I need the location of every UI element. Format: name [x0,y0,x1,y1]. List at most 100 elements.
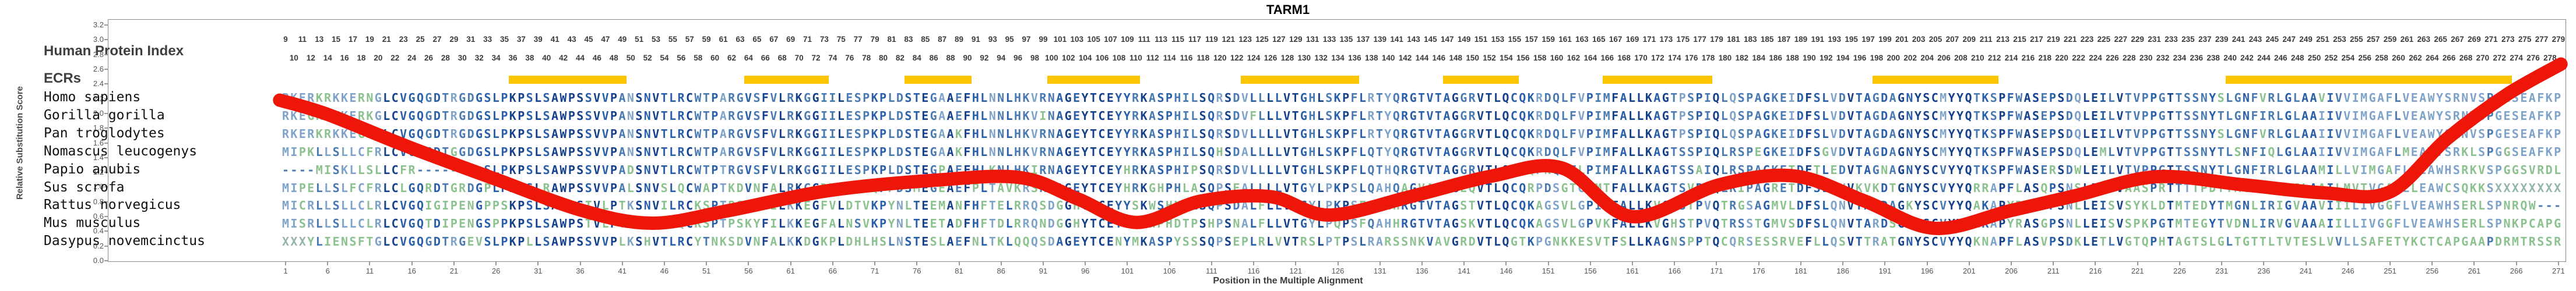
residue: P [1586,198,1593,213]
residue: L [1628,162,1635,177]
residue: F [2007,126,2014,141]
residue: I [1704,162,1711,177]
residue: R [408,162,416,177]
residue: Q [416,180,424,195]
protein-index-number: 259 [2383,35,2397,44]
residue: S [905,126,912,141]
residue: D [467,108,474,123]
residue: Y [1081,235,1089,249]
residue: K [1140,235,1148,249]
residue: R [1401,126,1409,141]
residue: Q [1392,108,1400,123]
residue: T [2183,217,2191,231]
residue: Q [1519,108,1526,123]
residue: T [1434,198,1442,213]
x-axis-title: Position in the Multiple Alignment [1213,276,1363,286]
residue: L [1720,162,1728,177]
residue: S [2486,198,2494,213]
residue: I [2343,198,2351,213]
x-tick-label: 21 [449,267,459,275]
residue: I [2099,180,2107,195]
residue: S [2032,144,2039,159]
residue: S [2124,198,2132,213]
residue: L [2082,217,2090,231]
residue: Q [1502,91,1509,105]
residue: L [1317,162,1324,177]
residue: A [946,144,954,159]
residue: H [643,217,651,231]
residue: R [2268,162,2275,177]
residue: E [1830,162,1838,177]
residue: P [1325,198,1333,213]
residue: P [518,217,525,231]
residue: I [1704,144,1711,159]
residue: Q [1367,144,1375,159]
residue: P [1325,235,1333,249]
residue: T [1788,180,1796,195]
residue: E [2520,126,2528,141]
residue: P [863,126,870,141]
residue: P [2495,217,2503,231]
residue: L [837,198,844,213]
residue: R [1022,180,1030,195]
residue: Q [1712,108,1720,123]
residue: D [1468,235,1476,249]
residue: A [2419,91,2427,105]
residue: V [1477,235,1484,249]
residue: Y [1115,180,1122,195]
residue: L [1822,108,1829,123]
protein-index-number: 157 [1525,35,1538,44]
residue: Q [1208,108,1215,123]
residue: K [1645,180,1652,195]
residue: T [1855,126,1863,141]
residue: Q [1208,126,1215,141]
residue: P [2141,126,2149,141]
residue: H [1174,162,1181,177]
residue: V [601,144,609,159]
x-tick-mark [411,262,413,265]
residue: L [349,198,357,213]
residue: A [1149,91,1156,105]
residue: G [2285,91,2292,105]
residue: S [2141,180,2149,195]
residue: R [1468,91,1476,105]
residue: C [1510,217,1518,231]
residue: N [1047,162,1055,177]
residue: I [2327,91,2334,105]
residue: E [921,180,929,195]
residue: L [1359,162,1366,177]
residue: S [854,162,861,177]
residue: N [1409,235,1417,249]
residue: K [1982,126,1989,141]
residue: E [2040,108,2048,123]
residue: N [2242,162,2250,177]
x-tick-mark [1589,262,1591,265]
residue: S [728,235,736,249]
residue: N [846,217,853,231]
residue: N [2503,217,2511,231]
residue: G [812,217,819,231]
residue: A [770,180,777,195]
residue: C [685,217,693,231]
residue: L [1258,162,1265,177]
residue: P [2049,91,2056,105]
residue: K [1418,235,1426,249]
residue: T [1089,108,1097,123]
residue: E [1106,144,1114,159]
residue: M [1595,180,1602,195]
residue: F [2394,162,2401,177]
residue: E [955,235,962,249]
residue: L [1191,126,1198,141]
residue: D [1544,108,1551,123]
residue: T [1670,144,1678,159]
residue: S [543,198,550,213]
protein-index-number: 95 [1005,35,1014,44]
residue: Y [2436,91,2443,105]
residue: V [2318,198,2325,213]
residue: M [2318,162,2325,177]
residue: L [2226,91,2233,105]
residue: P [610,235,618,249]
residue: W [2015,91,2023,105]
protein-index-number: 229 [2131,35,2144,44]
